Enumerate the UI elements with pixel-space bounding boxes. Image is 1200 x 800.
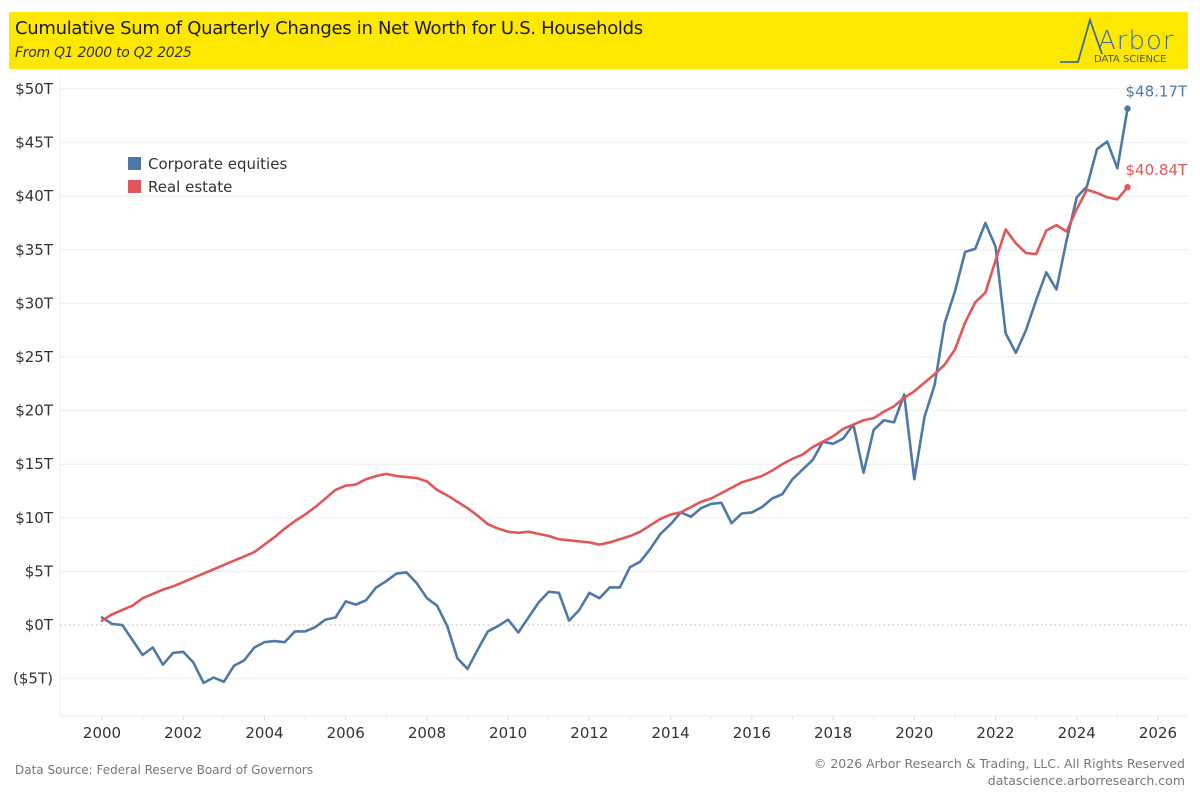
end-point-marker[interactable] bbox=[1124, 183, 1131, 191]
website-link[interactable]: datascience.arborresearch.com bbox=[987, 773, 1185, 788]
x-tick-label: 2016 bbox=[733, 724, 771, 742]
legend-item-real-estate[interactable]: Real estate bbox=[128, 175, 287, 198]
chart-subtitle: From Q1 2000 to Q2 2025 bbox=[15, 45, 192, 61]
logo-peak-icon bbox=[1060, 17, 1103, 63]
legend-label: Real estate bbox=[148, 177, 233, 196]
y-tick-label: $20T bbox=[15, 402, 54, 420]
y-tick-label: $25T bbox=[15, 348, 54, 366]
series-line-corporate-equities[interactable] bbox=[100, 107, 1129, 685]
y-tick-label: $30T bbox=[15, 294, 54, 312]
x-tick-label: 2004 bbox=[245, 724, 283, 742]
y-tick-label: $5T bbox=[25, 562, 54, 580]
x-tick-label: 2014 bbox=[652, 724, 690, 742]
logo-subtitle: DATA SCIENCE bbox=[1094, 54, 1167, 65]
end-point-marker[interactable] bbox=[1124, 105, 1131, 112]
x-tick-label: 2024 bbox=[1058, 724, 1096, 742]
series-lines bbox=[100, 105, 1131, 685]
y-tick-label: $50T bbox=[15, 80, 54, 98]
y-tick-label: $0T bbox=[25, 616, 54, 634]
y-tick-label: ($5T) bbox=[13, 670, 53, 688]
footer-credits: © 2026 Arbor Research & Trading, LLC. Al… bbox=[814, 755, 1185, 789]
x-tick-label: 2018 bbox=[814, 724, 852, 742]
copyright: © 2026 Arbor Research & Trading, LLC. Al… bbox=[813, 756, 1185, 771]
series-line-real-estate[interactable] bbox=[100, 185, 1129, 623]
logo-name: Arbor bbox=[1098, 26, 1175, 56]
legend-swatch-equities bbox=[128, 157, 141, 170]
arbor-logo: Arbor DATA SCIENCE bbox=[1058, 14, 1178, 68]
legend-item-equities[interactable]: Corporate equities bbox=[128, 152, 287, 175]
y-tick-label: $35T bbox=[15, 241, 54, 259]
x-tick-label: 2006 bbox=[327, 724, 365, 742]
end-labels: $48.17T $40.84T bbox=[1126, 83, 1188, 180]
y-tick-label: $10T bbox=[15, 509, 54, 527]
x-tick-label: 2008 bbox=[408, 724, 446, 742]
legend: Corporate equities Real estate bbox=[128, 152, 287, 198]
x-tick-label: 2022 bbox=[976, 724, 1014, 742]
header-banner: Cumulative Sum of Quarterly Changes in N… bbox=[9, 12, 1188, 69]
x-tick-label: 2002 bbox=[164, 724, 202, 742]
x-tick-label: 2012 bbox=[570, 724, 608, 742]
x-tick-label: 2000 bbox=[83, 724, 121, 742]
x-axis: 2000 2002 2004 2006 2008 2010 2012 2014 2016 2018… bbox=[83, 716, 1177, 742]
x-tick-label: 2026 bbox=[1139, 724, 1177, 742]
y-tick-label: $15T bbox=[15, 455, 54, 473]
y-tick-label: $40T bbox=[15, 187, 54, 205]
x-tick-label: 2020 bbox=[895, 724, 933, 742]
y-tick-label: $45T bbox=[15, 134, 54, 152]
chart-title: Cumulative Sum of Quarterly Changes in N… bbox=[15, 18, 643, 39]
y-axis: $50T $45T $40T $35T $30T $25T $20T $15T $10T $5T $… bbox=[13, 80, 54, 688]
x-tick-label: 2010 bbox=[489, 724, 527, 742]
data-source: Data Source: Federal Reserve Board of Go… bbox=[15, 763, 314, 777]
end-value-label: $48.17T bbox=[1126, 83, 1188, 101]
legend-label: Corporate equities bbox=[148, 154, 288, 173]
end-value-label: $40.84T bbox=[1126, 161, 1188, 179]
legend-swatch-real-estate bbox=[128, 180, 141, 193]
